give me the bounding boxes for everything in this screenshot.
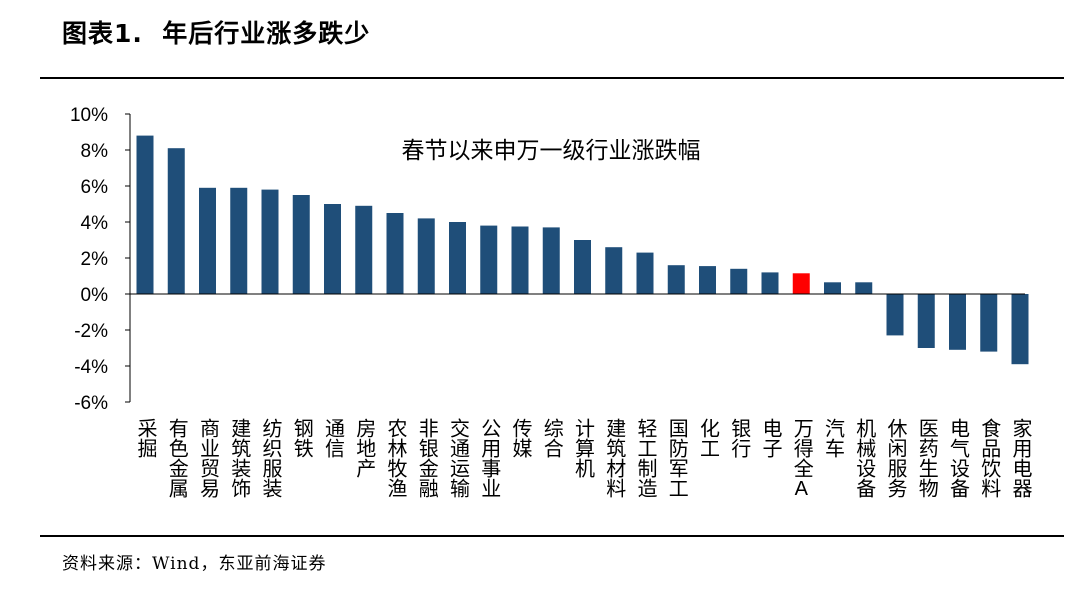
- source-note: 资料来源：Wind，东亚前海证券: [62, 554, 327, 574]
- bar-建筑装饰: [230, 187, 248, 294]
- x-tick-label: 钢铁: [290, 418, 313, 458]
- bar-chart: 10% 8% 6% 4% 2% 0% -2% -4% -6% 采掘 有色金属 商业贸易 建筑装饰 纺织服装…: [70, 105, 1032, 500]
- y-tick-label: 2%: [81, 249, 109, 270]
- bar-综合: [542, 227, 560, 294]
- x-tick-label: 通信: [322, 418, 345, 458]
- bottom-rule: [40, 535, 1064, 537]
- bar-商业贸易: [199, 187, 216, 294]
- bar-汽车: [824, 282, 841, 294]
- x-tick-label: 电子: [759, 418, 781, 458]
- bar-通信: [324, 204, 341, 294]
- bar-电气设备: [949, 294, 966, 350]
- x-tick-label: 计算机: [572, 418, 595, 478]
- x-tick-label: 纺织服装: [259, 418, 282, 498]
- bar-房地产: [355, 205, 373, 294]
- y-tick-label: -4%: [74, 357, 108, 378]
- y-tick-label: -2%: [74, 321, 108, 342]
- bar-医药生物: [917, 294, 935, 348]
- y-tick-label: 8%: [81, 141, 109, 162]
- x-tick-label: 商业贸易: [197, 418, 220, 499]
- bar-轻工制造: [636, 252, 654, 294]
- x-tick-label: 传媒: [509, 418, 532, 458]
- bar-交通运输: [449, 222, 466, 294]
- figure-title: 图表1. 年后行业涨多跌少: [62, 19, 371, 48]
- bar-农林牧渔: [386, 213, 404, 294]
- x-tick-label: 综合: [540, 418, 563, 458]
- bar-万得全A: [792, 273, 810, 294]
- bar-建筑材料: [605, 247, 623, 294]
- x-tick-label: 电气设备: [947, 418, 970, 498]
- x-tick-label: 公用事业: [478, 418, 501, 498]
- bar-休闲服务: [886, 294, 904, 336]
- bar-钢铁: [292, 195, 310, 294]
- top-rule: [40, 77, 1064, 79]
- bar-非银金融: [417, 218, 435, 294]
- y-tick-label: 10%: [70, 105, 108, 126]
- x-tick-label: 建筑装饰: [228, 418, 251, 498]
- bar-采掘: [136, 135, 154, 294]
- bar-计算机: [574, 240, 591, 294]
- x-tick-label: 万得全A: [790, 418, 813, 500]
- bar-传媒: [511, 226, 529, 294]
- bar-家用电器: [1011, 294, 1029, 365]
- x-tick-label: 医药生物: [915, 418, 938, 498]
- x-tick-label: 家用电器: [1009, 418, 1032, 498]
- x-tick-label: 建筑材料: [603, 418, 626, 498]
- x-tick-label: 机械设备: [853, 418, 876, 498]
- x-tick-label: 非银金融: [415, 418, 438, 498]
- y-tick-label: -6%: [74, 393, 108, 414]
- x-tick-label: 采掘: [134, 418, 157, 458]
- bar-国防军工: [667, 265, 685, 294]
- bar-公用事业: [480, 225, 498, 294]
- bar-电子: [761, 272, 779, 294]
- x-tick-label: 农林牧渔: [384, 418, 407, 498]
- y-tick-label: 6%: [81, 177, 109, 198]
- x-tick-label: 轻工制造: [634, 418, 657, 498]
- x-tick-label: 休闲服务: [884, 418, 907, 498]
- x-tick-label: 汽车: [822, 418, 845, 458]
- x-tick-label: 房地产: [353, 418, 376, 478]
- y-tick-label: 4%: [81, 213, 109, 234]
- bar-机械设备: [855, 282, 873, 294]
- chart-title: 春节以来申万一级行业涨跌幅: [402, 137, 701, 163]
- x-tick-label: 交通运输: [447, 418, 470, 498]
- x-tick-label: 国防军工: [665, 418, 687, 498]
- bar-纺织服装: [261, 189, 279, 294]
- x-tick-label: 食品饮料: [978, 418, 1001, 498]
- x-tick-label: 化工: [697, 418, 720, 458]
- bar-食品饮料: [980, 294, 998, 352]
- bar-有色金属: [167, 148, 185, 294]
- x-tick-label: 有色金属: [165, 418, 188, 499]
- x-tick-label: 银行: [728, 418, 751, 458]
- bar-化工: [699, 266, 716, 294]
- bar-银行: [730, 268, 748, 294]
- y-tick-label: 0%: [81, 285, 109, 306]
